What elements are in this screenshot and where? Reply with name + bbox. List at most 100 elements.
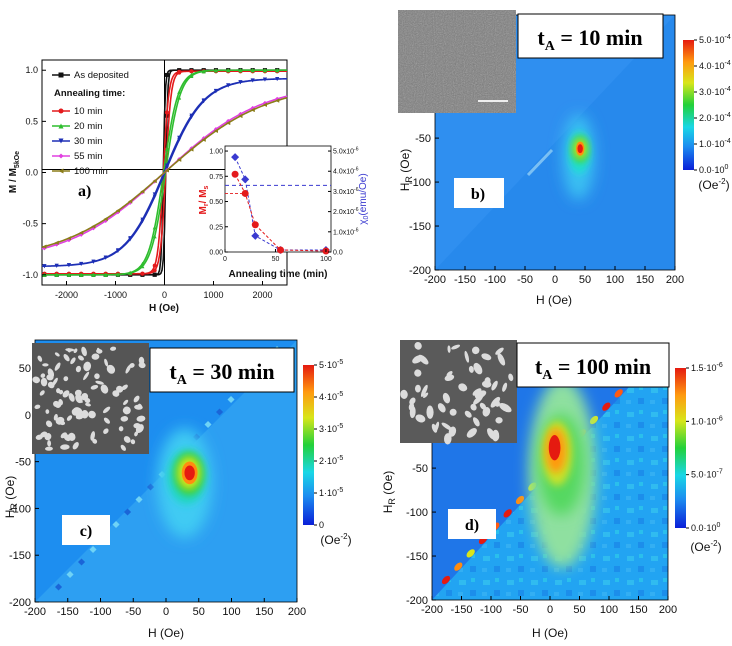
panel-d-label-box: [448, 509, 496, 539]
inset-x-tick-label: 0: [223, 256, 227, 263]
loop-marker: [213, 68, 218, 73]
sem-grain: [67, 348, 71, 353]
panel-b-diagonal-trace: [526, 148, 554, 177]
colorbar-tick-label: 2.0·10-4: [699, 112, 731, 123]
mr-ms-line: [234, 174, 326, 252]
loop-marker: [54, 263, 59, 268]
panel-a-label: a): [78, 183, 91, 200]
legend-entry: 10 min: [74, 106, 103, 117]
x-tick-label: 150: [636, 274, 654, 286]
sem-grain: [46, 374, 54, 381]
peak-layer: [184, 465, 195, 481]
panel-c-time-box: [149, 347, 295, 393]
panel-c-x-label: H (Oe): [148, 626, 184, 640]
sem-grain: [78, 355, 84, 361]
panel-c-y-label: HR (Oe): [3, 476, 19, 519]
loop-marker: [140, 189, 145, 194]
x-tick-label: 200: [288, 606, 306, 618]
loop-marker: [238, 113, 243, 118]
sem-grain: [464, 350, 470, 363]
diagonal-cell: [227, 395, 235, 404]
sem-grain: [444, 433, 452, 445]
sem-grain: [106, 364, 116, 374]
loop-marker: [189, 72, 194, 77]
colorbar-tick-exponent: -4: [725, 60, 731, 67]
inset-left-tick-label: 0.50: [209, 199, 223, 206]
loop-marker: [189, 69, 194, 74]
sem-grain: [447, 345, 451, 353]
y-tick-label: -150: [409, 221, 431, 233]
sem-grain: [472, 388, 482, 396]
loop-marker: [201, 69, 206, 74]
sem-grain: [75, 365, 82, 373]
loop-marker: [152, 268, 157, 273]
diagonal-cell: [147, 483, 155, 491]
panel-d-colorbar-ticks: 1.5·10-61.0·10-65.0·10-70.0·100: [686, 362, 723, 533]
loop-marker: [275, 98, 280, 103]
inset-right-ticks: 0.01.0x10-62.0x10-63.0x10-64.0x10-65.0x1…: [328, 147, 359, 257]
sem-grain: [110, 346, 117, 351]
loop-marker: [164, 168, 169, 173]
panel-d-label: d): [465, 517, 479, 534]
x-tick-label: -50: [517, 274, 533, 286]
diagonal-cell: [515, 495, 525, 505]
sem-grain: [495, 417, 503, 424]
diagonal-cell: [589, 415, 599, 425]
sem-grain: [83, 361, 92, 372]
x-tick-label: -1000: [104, 290, 127, 300]
panel-b-colorbar: [683, 40, 694, 170]
sem-grain: [104, 358, 109, 367]
loop-marker: [164, 72, 169, 77]
colorbar-tick-label: 0.0·100: [699, 164, 729, 175]
sem-grain: [468, 365, 474, 373]
loop-marker: [164, 165, 169, 170]
y-tick-label: -100: [409, 177, 431, 189]
colorbar-tick-mantissa: 0.0·10: [691, 523, 717, 533]
loop-marker: [66, 263, 71, 268]
loop-marker: [177, 157, 182, 162]
colorbar-tick-mantissa: 2·10: [319, 456, 337, 466]
y-tick-label: -50: [412, 463, 428, 475]
y-tick-label: -150: [406, 551, 428, 563]
mr-ms-point: [231, 170, 239, 178]
colorbar-tick-label: 1.0·10-4: [699, 138, 731, 149]
panel-a-y-label: M / M5kOe: [8, 151, 21, 193]
sem-grain: [409, 397, 416, 405]
sem-grain: [491, 429, 500, 442]
sem-grain: [441, 422, 453, 431]
y-tick-label: -200: [406, 595, 428, 607]
loop-marker: [152, 225, 157, 230]
sem-grain: [53, 414, 58, 421]
sem-grain: [100, 384, 109, 394]
y-tick-label: -100: [9, 503, 31, 515]
x-tick-label: -50: [125, 606, 141, 618]
sem-grain: [508, 373, 514, 382]
sem-grain: [122, 406, 131, 415]
sem-grain: [138, 362, 146, 369]
inset-right-tick-mantissa: 3.0x10: [333, 189, 354, 196]
diagonal-cell: [135, 495, 143, 504]
panel-b-label-box: [454, 178, 504, 208]
panel-b-colorbar-unit: (Oe-2): [698, 177, 729, 192]
sem-grain: [116, 385, 124, 393]
colorbar-tick-label: 0: [319, 520, 324, 530]
inset-right-tick-mantissa: 0.0: [333, 250, 343, 257]
y-tick-label: 0.0: [25, 168, 38, 178]
sem-grain: [446, 371, 453, 377]
x-tick-label: -200: [424, 274, 446, 286]
colorbar-tick-label: 1.5·10-6: [691, 362, 723, 373]
inset-left-ticks: 0.00 0.25 0.50 0.75 1.00: [209, 149, 228, 257]
loop-marker: [140, 217, 145, 222]
sem-grain: [414, 369, 422, 377]
sem-grain: [45, 409, 50, 414]
loop-marker: [103, 272, 108, 277]
inset-right-tick-exponent: -6: [354, 187, 359, 193]
panel-b-time-label: tA = 10 min: [537, 25, 642, 54]
panel-b-label: b): [471, 186, 485, 203]
mr-ms-point: [241, 189, 249, 197]
diagonal-cell: [503, 509, 512, 518]
loop-marker: [177, 135, 182, 140]
x-tick-label: -50: [513, 604, 529, 616]
loop-marker: [177, 95, 182, 100]
x-tick-label: 50: [579, 274, 591, 286]
